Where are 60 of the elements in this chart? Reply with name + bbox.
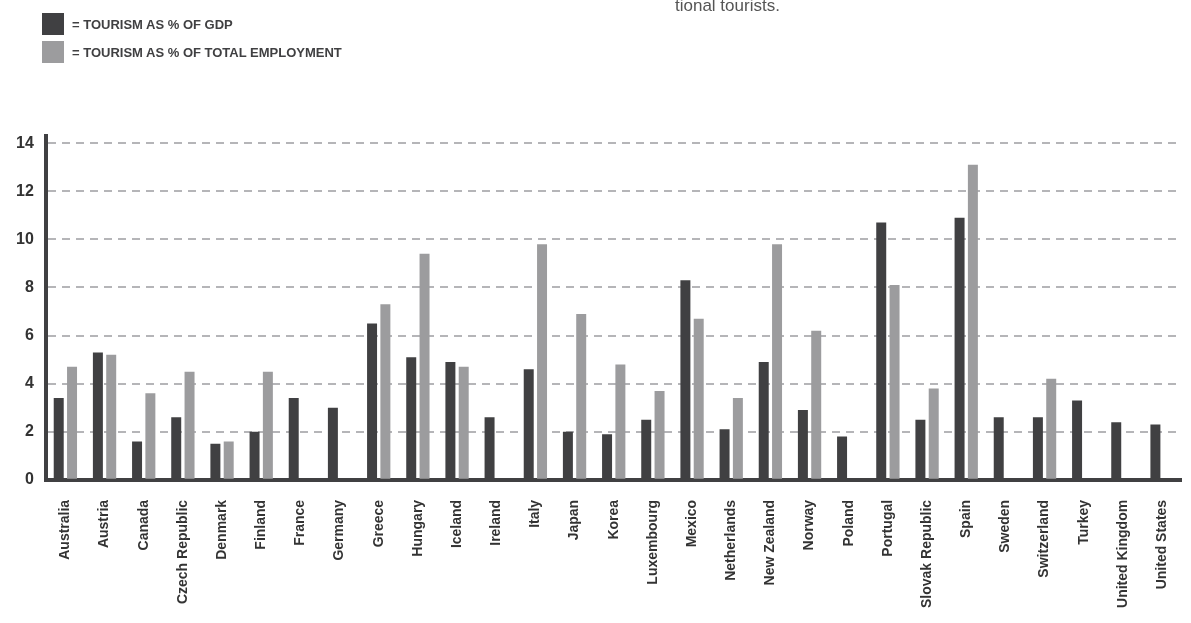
x-tick-label: Italy [526, 499, 543, 528]
x-tick-label: Luxembourg [643, 499, 660, 585]
x-tick-label: Slovak Republic [917, 499, 934, 609]
x-tick-label: Denmark [212, 499, 229, 560]
x-tick-label: Spain [957, 499, 974, 538]
x-tick-label: Canada [134, 499, 151, 551]
y-tick-label: 14 [16, 133, 34, 151]
x-tick-label: Greece [369, 499, 386, 548]
bar [732, 398, 743, 479]
x-tick-label: Turkey [1074, 499, 1091, 545]
bar [106, 354, 117, 479]
x-tick-label: Ireland [487, 499, 504, 546]
x-tick-label: Sweden [996, 499, 1013, 553]
bar [184, 371, 195, 479]
bar [811, 330, 822, 479]
bar [380, 304, 391, 479]
bar [67, 366, 78, 479]
x-tick-label: Germany [330, 499, 347, 561]
x-tick-label: Netherlands [722, 499, 739, 581]
x-tick-label: Hungary [408, 499, 425, 557]
bar [576, 313, 587, 479]
x-tick-label: New Zealand [761, 499, 778, 586]
y-tick-label: 0 [24, 470, 34, 488]
bar [928, 388, 939, 479]
x-tick-label: Portugal [878, 499, 895, 557]
x-tick-label: Czech Republic [173, 499, 190, 605]
y-tick-label: 10 [16, 229, 34, 247]
legend-label: = TOURISM AS % OF TOTAL EMPLOYMENT [72, 44, 342, 60]
x-tick-label: United States [1152, 499, 1169, 590]
x-tick-label: United Kingdom [1113, 499, 1130, 608]
x-tick-label: Poland [839, 499, 856, 547]
x-tick-label: Norway [800, 499, 817, 551]
x-tick-label: Korea [604, 499, 621, 540]
x-tick-label: France [291, 499, 308, 546]
x-tick-label: Iceland [447, 499, 464, 549]
bar [1046, 378, 1057, 479]
bar [889, 285, 900, 479]
legend-label: = TOURISM AS % OF GDP [72, 16, 233, 32]
x-tick-label: Mexico [682, 499, 699, 548]
y-tick-label: 6 [24, 325, 34, 343]
bar [419, 253, 430, 479]
bar [145, 393, 156, 479]
x-tick-label: Australia [56, 499, 73, 560]
x-tick-label: Finland [252, 499, 269, 550]
bar [615, 364, 626, 479]
y-tick-label: 12 [16, 181, 34, 199]
bar [654, 390, 665, 479]
bar [693, 318, 704, 479]
y-tick-label: 8 [24, 277, 34, 295]
x-tick-label: Japan [565, 499, 582, 541]
y-tick-label: 4 [24, 374, 34, 392]
x-tick-label: Switzerland [1035, 499, 1052, 578]
bar [772, 244, 783, 479]
y-tick-label: 2 [24, 422, 34, 440]
x-tick-label: Austria [95, 499, 112, 549]
bar [967, 164, 978, 479]
bar [458, 366, 469, 479]
bar [262, 371, 273, 479]
bar [223, 441, 234, 479]
bar [537, 244, 548, 479]
